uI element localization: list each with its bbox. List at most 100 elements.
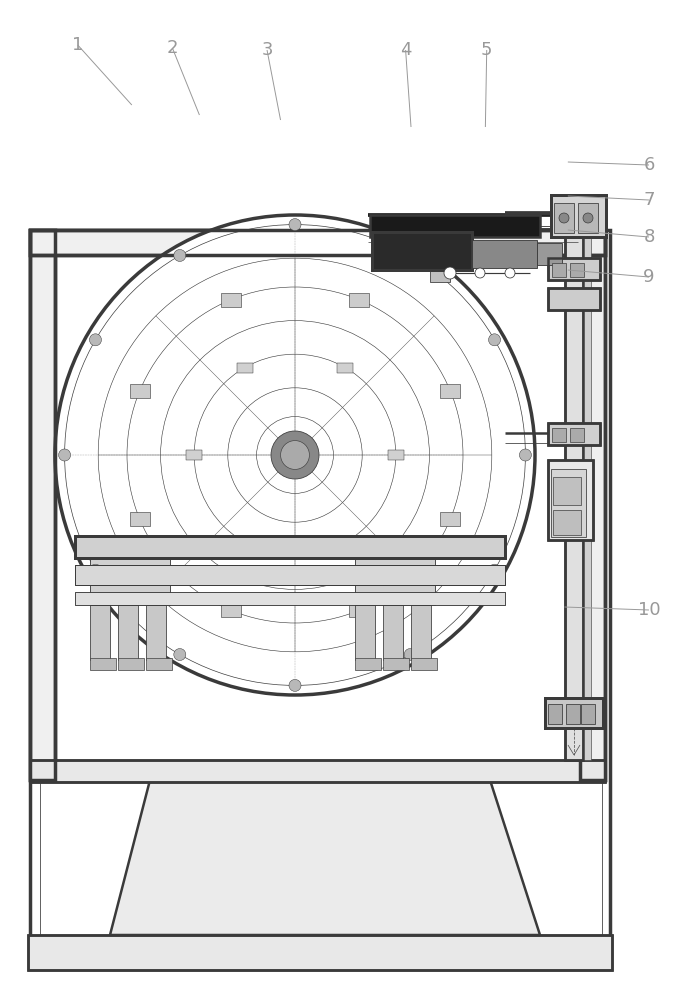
Text: 7: 7 bbox=[643, 191, 655, 209]
Bar bbox=[553, 477, 581, 505]
Bar bbox=[440, 512, 460, 526]
Bar bbox=[537, 243, 562, 265]
Bar bbox=[337, 363, 354, 373]
Bar bbox=[548, 288, 600, 310]
Circle shape bbox=[89, 564, 101, 576]
Bar bbox=[75, 592, 505, 605]
Circle shape bbox=[475, 268, 485, 278]
Bar bbox=[130, 384, 150, 398]
Bar bbox=[355, 558, 435, 605]
Bar bbox=[30, 230, 605, 255]
Bar bbox=[337, 537, 354, 547]
Bar bbox=[28, 935, 612, 970]
Bar bbox=[355, 658, 381, 670]
Bar bbox=[349, 603, 369, 617]
Text: 3: 3 bbox=[261, 41, 273, 59]
Text: 10: 10 bbox=[637, 601, 660, 619]
Bar bbox=[28, 935, 612, 970]
Bar bbox=[383, 605, 403, 660]
Bar bbox=[583, 215, 591, 760]
Bar bbox=[146, 605, 166, 660]
Circle shape bbox=[289, 219, 301, 231]
Bar bbox=[75, 565, 505, 585]
Circle shape bbox=[289, 679, 301, 691]
Bar bbox=[570, 428, 584, 442]
Bar bbox=[472, 240, 537, 268]
Bar bbox=[220, 293, 241, 307]
Bar bbox=[430, 264, 450, 282]
Bar bbox=[580, 230, 605, 780]
Bar bbox=[411, 605, 431, 660]
Bar bbox=[548, 258, 600, 280]
Circle shape bbox=[174, 249, 186, 261]
Bar bbox=[130, 512, 150, 526]
Bar bbox=[220, 603, 241, 617]
Bar bbox=[118, 658, 144, 670]
Bar bbox=[370, 215, 540, 237]
Bar bbox=[548, 704, 562, 724]
Bar bbox=[554, 203, 574, 233]
Text: 8: 8 bbox=[644, 228, 654, 246]
Bar bbox=[545, 698, 603, 728]
Bar bbox=[30, 230, 55, 780]
Bar bbox=[75, 536, 505, 558]
Circle shape bbox=[559, 213, 569, 223]
Circle shape bbox=[89, 334, 101, 346]
Bar bbox=[30, 230, 605, 255]
Bar bbox=[565, 215, 583, 760]
Bar bbox=[548, 423, 600, 445]
Bar bbox=[383, 658, 409, 670]
Bar bbox=[578, 203, 598, 233]
Bar bbox=[548, 460, 593, 540]
Circle shape bbox=[489, 564, 500, 576]
Bar bbox=[548, 288, 600, 310]
Bar bbox=[118, 605, 138, 660]
Bar bbox=[372, 232, 472, 270]
Bar bbox=[411, 658, 437, 670]
Bar bbox=[90, 605, 110, 660]
Polygon shape bbox=[110, 780, 540, 935]
Bar bbox=[565, 215, 583, 760]
Bar bbox=[548, 460, 593, 540]
Bar bbox=[146, 658, 172, 670]
Bar bbox=[40, 240, 602, 942]
Bar bbox=[570, 263, 584, 277]
Circle shape bbox=[271, 431, 319, 479]
Circle shape bbox=[444, 267, 456, 279]
Bar bbox=[548, 258, 600, 280]
Bar bbox=[30, 230, 610, 950]
Bar bbox=[186, 450, 202, 460]
Text: 2: 2 bbox=[166, 39, 178, 57]
Bar bbox=[440, 384, 460, 398]
Bar bbox=[30, 230, 55, 780]
Bar bbox=[566, 704, 580, 724]
Circle shape bbox=[519, 449, 531, 461]
Circle shape bbox=[174, 649, 186, 661]
Bar bbox=[75, 592, 505, 605]
Bar bbox=[551, 469, 586, 537]
Bar bbox=[551, 195, 606, 237]
Text: 5: 5 bbox=[481, 41, 493, 59]
Circle shape bbox=[583, 213, 593, 223]
Bar bbox=[75, 536, 505, 558]
Bar bbox=[552, 263, 566, 277]
Bar bbox=[237, 537, 253, 547]
Bar bbox=[30, 760, 605, 782]
Circle shape bbox=[404, 249, 416, 261]
Bar bbox=[581, 704, 595, 724]
Text: 6: 6 bbox=[644, 156, 654, 174]
Bar bbox=[349, 293, 369, 307]
Bar bbox=[90, 558, 170, 605]
Bar bbox=[551, 195, 606, 237]
Circle shape bbox=[281, 441, 310, 469]
Bar bbox=[545, 698, 603, 728]
Bar bbox=[30, 760, 605, 782]
Bar bbox=[90, 658, 116, 670]
Text: 9: 9 bbox=[643, 268, 655, 286]
Text: 1: 1 bbox=[72, 36, 83, 54]
Circle shape bbox=[505, 268, 515, 278]
Bar bbox=[388, 450, 404, 460]
Bar bbox=[580, 230, 605, 780]
Bar bbox=[237, 363, 253, 373]
Bar bbox=[75, 565, 505, 585]
